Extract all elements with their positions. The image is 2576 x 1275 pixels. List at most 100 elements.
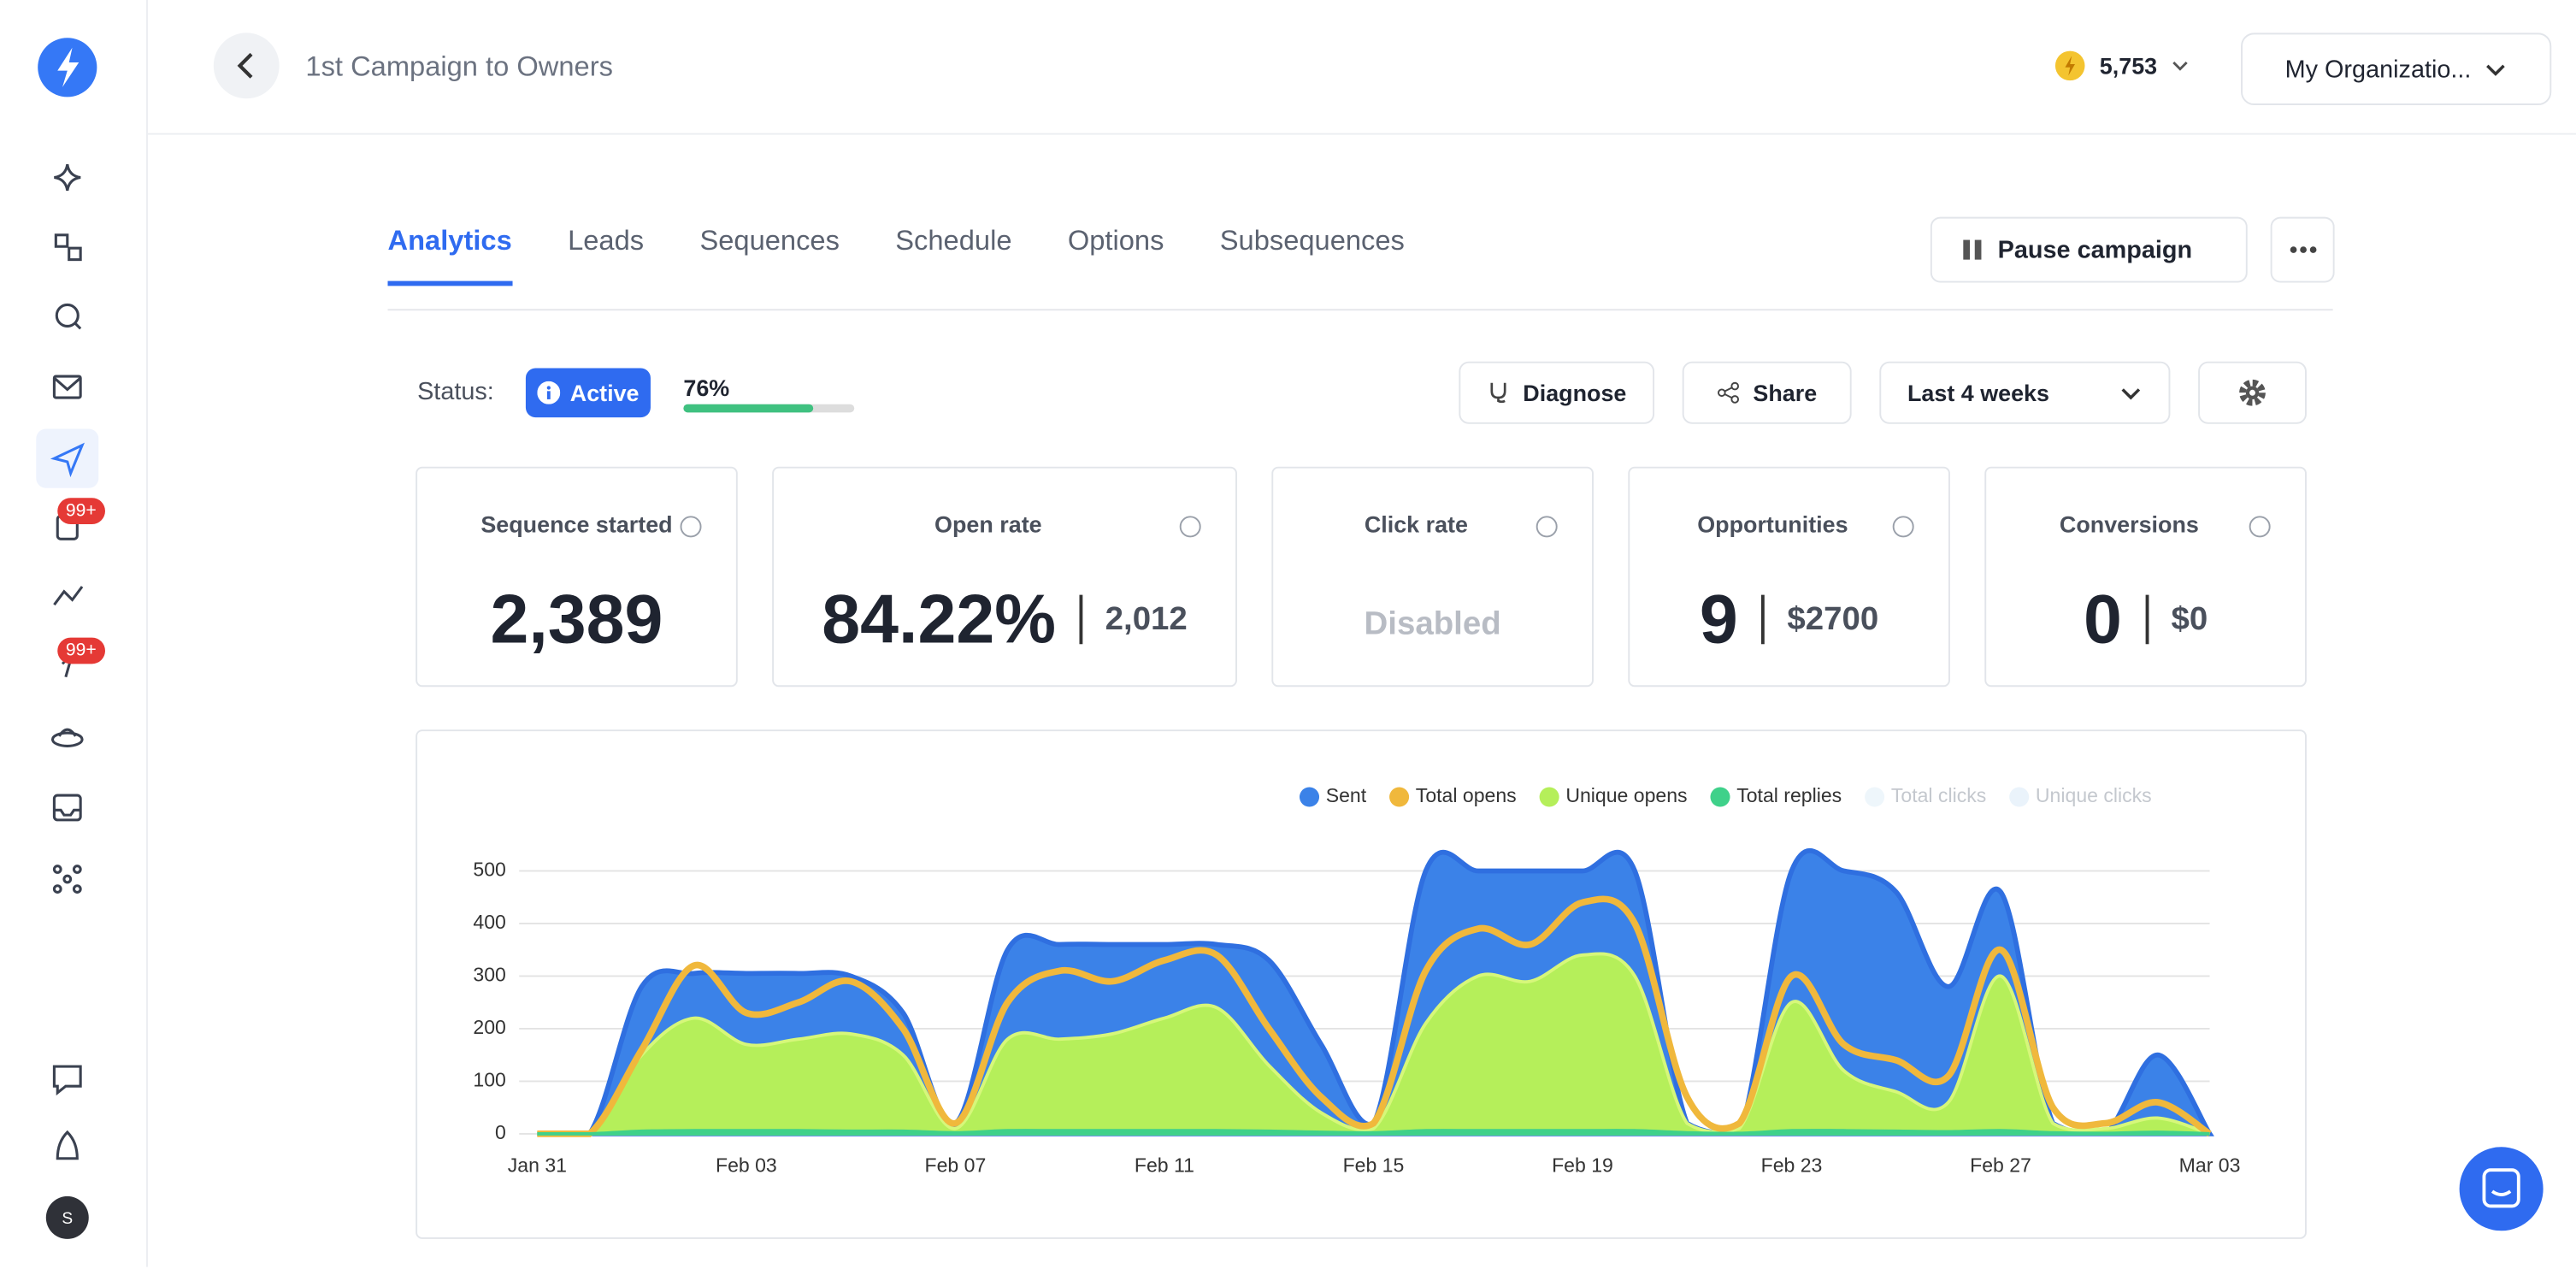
- nav-icon[interactable]: [50, 442, 85, 478]
- card-value-row: 9 $2700: [1630, 580, 1948, 658]
- share-button[interactable]: Share: [1682, 361, 1852, 424]
- status-label: Status:: [417, 377, 494, 406]
- nav-icon[interactable]: [52, 375, 82, 399]
- legend-label: Total opens: [1416, 784, 1517, 806]
- card-value: 2,389: [490, 580, 663, 658]
- x-tick-label: Jan 31: [508, 1154, 567, 1176]
- range-label: Last 4 weeks: [1907, 379, 2049, 406]
- progress-fill: [683, 404, 814, 413]
- area: [537, 952, 2211, 1136]
- legend-label: Total clicks: [1891, 784, 1986, 806]
- organization-name: My Organizatio...: [2284, 55, 2472, 84]
- nav-icon[interactable]: [54, 233, 69, 248]
- settings-button[interactable]: [2198, 361, 2307, 424]
- info-icon[interactable]: [1892, 516, 1914, 538]
- legend-swatch: [2009, 787, 2030, 807]
- x-tick-label: Feb 07: [925, 1154, 987, 1176]
- legend-swatch: [1389, 787, 1410, 807]
- nav-icon[interactable]: [56, 1130, 79, 1160]
- tab-divider: [387, 309, 2333, 311]
- tab[interactable]: Options: [1067, 225, 1164, 257]
- legend-label: Sent: [1326, 784, 1367, 806]
- card-title: Sequence started: [480, 511, 673, 538]
- share-label: Share: [1753, 379, 1818, 406]
- legend-label: Total replies: [1736, 784, 1842, 806]
- info-icon[interactable]: [680, 516, 702, 538]
- stat-card: Sequence started 2,389: [416, 466, 738, 688]
- credits[interactable]: 5,753: [2054, 50, 2190, 82]
- nav-icon[interactable]: [53, 586, 84, 606]
- card-secondary: $2700: [1760, 594, 1878, 645]
- avatar-initial: S: [62, 1210, 73, 1228]
- stat-card: Conversions 0 $0: [1984, 466, 2307, 688]
- x-tick-label: Feb 03: [716, 1154, 777, 1176]
- chat-launcher[interactable]: [2459, 1147, 2544, 1231]
- y-tick-label: 400: [473, 911, 505, 933]
- diagnose-button[interactable]: Diagnose: [1459, 361, 1655, 424]
- nav-icon[interactable]: [50, 731, 84, 747]
- chart-card: 0 100 200 300 400 500 Jan 31 Feb 03 Feb 07 Feb 11…: [416, 729, 2307, 1239]
- pause-label: Pause campaign: [1997, 235, 2193, 264]
- x-tick-label: Feb 19: [1552, 1154, 1613, 1176]
- tabs: Analytics Leads Sequences Schedule Options Su…: [387, 225, 1405, 286]
- progress-label: 76%: [683, 375, 730, 401]
- tab[interactable]: Schedule: [895, 225, 1012, 257]
- info-icon[interactable]: [1179, 516, 1201, 538]
- card-title: Open rate: [934, 511, 1042, 538]
- tab[interactable]: Analytics: [387, 225, 512, 286]
- y-tick-label: 0: [495, 1121, 506, 1143]
- x-tick-label: Feb 23: [1761, 1154, 1823, 1176]
- y-tick-label: 500: [473, 859, 505, 881]
- card-value-row: 2,389: [417, 580, 736, 658]
- stat-card: Click rate Disabled: [1271, 466, 1594, 688]
- y-tick-label: 200: [473, 1016, 505, 1038]
- sidebar-icons: S: [36, 38, 99, 1239]
- badge: 99+: [57, 498, 105, 524]
- credits-value: 5,753: [2099, 52, 2158, 80]
- pause-button[interactable]: Pause campaign: [1930, 216, 2248, 283]
- card-value: 9: [1699, 580, 1738, 658]
- status-pill: Active: [525, 368, 651, 418]
- diagnose-label: Diagnose: [1523, 379, 1627, 406]
- nav-icon[interactable]: [55, 303, 80, 328]
- x-tick-label: Feb 27: [1970, 1154, 2031, 1176]
- legend-swatch: [1539, 787, 1559, 807]
- campaign-title: 1st Campaign to Owners: [305, 50, 613, 83]
- badge: 99+: [57, 637, 105, 664]
- y-tick-label: 100: [473, 1069, 505, 1091]
- legend-swatch: [1299, 787, 1320, 807]
- line: [537, 895, 2212, 1137]
- nav-icon[interactable]: [52, 794, 82, 822]
- nav-icon[interactable]: [54, 163, 81, 192]
- card-title: Opportunities: [1697, 511, 1848, 538]
- card-secondary: $0: [2144, 594, 2208, 645]
- nav-icon[interactable]: [62, 874, 73, 884]
- sidebar: S 99+ 99+: [0, 0, 148, 1267]
- legend-label: Unique clicks: [2036, 784, 2152, 806]
- back-button[interactable]: [213, 32, 280, 99]
- card-value-row: 84.22% 2,012: [774, 580, 1235, 658]
- info-icon[interactable]: [2249, 516, 2271, 538]
- more-button[interactable]: [2270, 216, 2335, 283]
- area: [537, 1129, 2210, 1136]
- progress-track: [683, 404, 855, 413]
- x-tick-label: Feb 15: [1343, 1154, 1405, 1176]
- info-icon[interactable]: [1536, 516, 1558, 538]
- nav-icon[interactable]: [52, 1065, 82, 1096]
- legend-swatch: [1710, 787, 1730, 807]
- top-bar: [147, 0, 2576, 135]
- stat-card: Open rate 84.22% 2,012: [772, 466, 1237, 688]
- card-secondary: 2,012: [1078, 594, 1188, 645]
- range-select[interactable]: Last 4 weeks: [1879, 361, 2171, 424]
- legend-swatch: [1865, 787, 1885, 807]
- card-value: 0: [2083, 580, 2122, 658]
- tab[interactable]: Sequences: [699, 225, 840, 257]
- card-title: Conversions: [2059, 511, 2199, 538]
- avatar[interactable]: [45, 1195, 89, 1239]
- tab[interactable]: Leads: [568, 225, 645, 257]
- card-value-row: 0 $0: [1986, 580, 2305, 658]
- organization-select[interactable]: My Organizatio...: [2241, 32, 2552, 105]
- x-tick-label: Mar 03: [2179, 1154, 2241, 1176]
- tab[interactable]: Subsequences: [1219, 225, 1405, 257]
